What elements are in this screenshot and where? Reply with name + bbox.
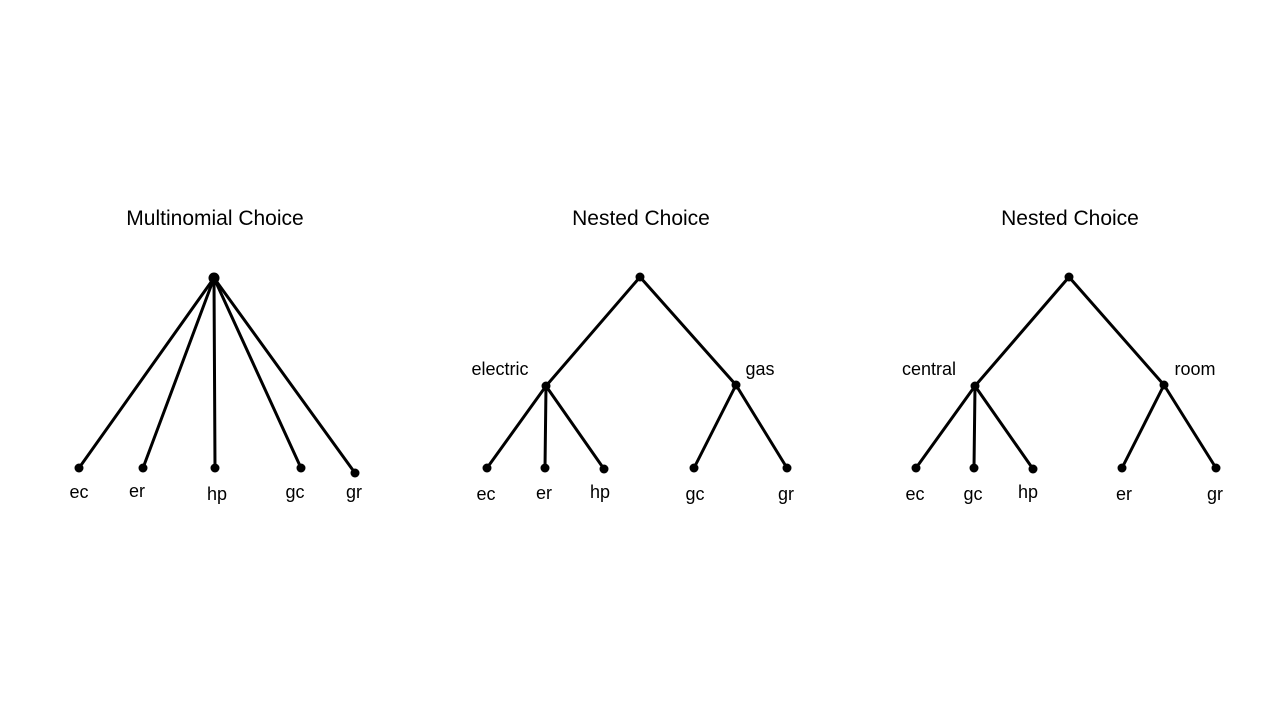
leaf-node [783, 464, 792, 473]
edge [546, 386, 604, 469]
leaf-node [1118, 464, 1127, 473]
edge [736, 385, 787, 468]
leaf-node [541, 464, 550, 473]
diagram-title: Nested Choice [1001, 207, 1139, 230]
leaf-node [211, 464, 220, 473]
leaf-node [483, 464, 492, 473]
leaf-label: er [1116, 484, 1132, 504]
leaf-label: hp [207, 484, 227, 504]
leaf-node [75, 464, 84, 473]
edge [79, 278, 214, 468]
leaf-node [912, 464, 921, 473]
leaf-node [1212, 464, 1221, 473]
nest-label: electric [471, 359, 528, 379]
nest-label: room [1174, 359, 1215, 379]
edge [974, 386, 975, 468]
leaf-label: ec [905, 484, 924, 504]
nest-label: central [902, 359, 956, 379]
leaf-label: gc [285, 482, 304, 502]
root-node [209, 273, 220, 284]
edge [916, 386, 975, 468]
leaf-label: gc [685, 484, 704, 504]
leaf-label: gr [346, 482, 362, 502]
leaf-label: er [536, 483, 552, 503]
root-node [636, 273, 645, 282]
edge [214, 278, 301, 468]
edge [640, 277, 736, 385]
edge [975, 386, 1033, 469]
leaf-node [351, 469, 360, 478]
leaf-node [297, 464, 306, 473]
leaf-label: hp [590, 482, 610, 502]
nest-label: gas [745, 359, 774, 379]
nested-diagram-distribution: Nested Choice central room ec gc hp er g… [902, 207, 1223, 504]
nest-node [542, 382, 551, 391]
edge [694, 385, 736, 468]
edge [214, 278, 215, 468]
leaf-node [970, 464, 979, 473]
nest-node [1160, 381, 1169, 390]
leaf-label: gr [1207, 484, 1223, 504]
root-node [1065, 273, 1074, 282]
nest-node [732, 381, 741, 390]
leaf-label: gr [778, 484, 794, 504]
nest-node [971, 382, 980, 391]
multinomial-diagram: Multinomial Choice ec er hp gc gr [69, 207, 362, 504]
edge [1069, 277, 1164, 385]
leaf-label: hp [1018, 482, 1038, 502]
edge [487, 386, 546, 468]
leaf-label: ec [69, 482, 88, 502]
edge [1164, 385, 1216, 468]
edge [975, 277, 1069, 386]
leaf-node [139, 464, 148, 473]
leaf-node [600, 465, 609, 474]
leaf-label: gc [963, 484, 982, 504]
edge [214, 278, 355, 473]
edge [546, 277, 640, 386]
diagram-title: Nested Choice [572, 207, 710, 230]
nested-diagram-fuel: Nested Choice electric gas ec er hp gc g… [471, 207, 794, 504]
leaf-label: ec [476, 484, 495, 504]
edge [143, 278, 214, 468]
leaf-node [690, 464, 699, 473]
leaf-label: er [129, 481, 145, 501]
diagram-title: Multinomial Choice [126, 207, 303, 230]
leaf-node [1029, 465, 1038, 474]
edge [545, 386, 546, 468]
edge [1122, 385, 1164, 468]
